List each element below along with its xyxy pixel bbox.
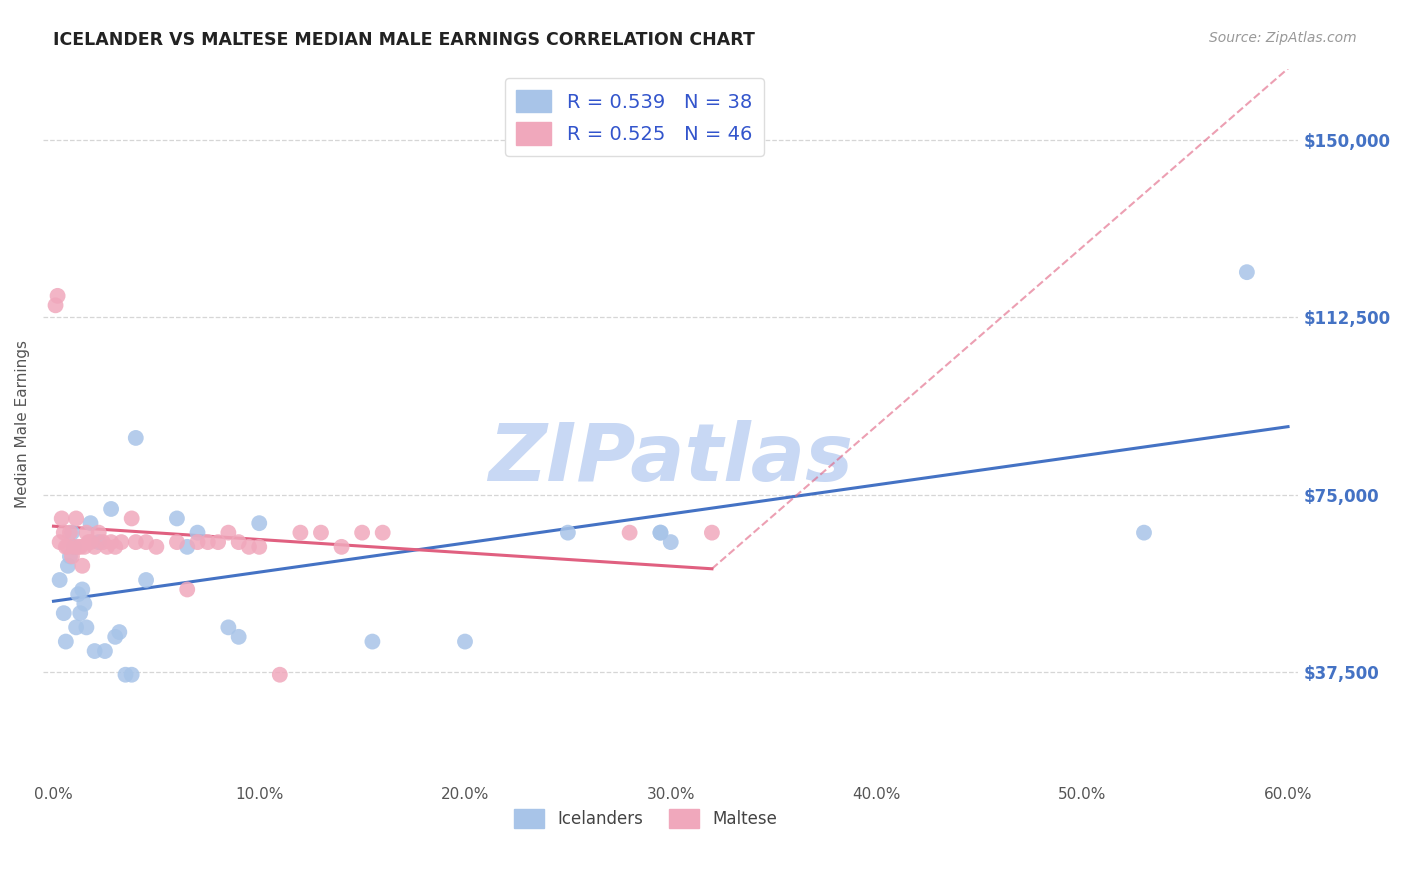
Point [1133, 525, 1156, 540]
Point [650, 525, 672, 540]
Point [371, 525, 394, 540]
Point [217, 620, 239, 634]
Point [60, 549, 83, 564]
Point [52, 606, 75, 620]
Point [56, 558, 79, 573]
Text: ZIPatlas: ZIPatlas [488, 420, 853, 499]
Point [63, 540, 86, 554]
Point [330, 540, 353, 554]
Point [96, 540, 118, 554]
Point [121, 511, 143, 525]
Point [87, 535, 110, 549]
Point [73, 540, 96, 554]
Point [361, 634, 384, 648]
Point [135, 573, 157, 587]
Point [207, 535, 229, 549]
Point [269, 667, 291, 681]
Point [79, 535, 101, 549]
Y-axis label: Median Male Earnings: Median Male Earnings [15, 340, 30, 508]
Point [65, 620, 87, 634]
Point [186, 525, 208, 540]
Point [186, 535, 208, 549]
Point [700, 525, 723, 540]
Point [59, 549, 82, 564]
Point [48, 573, 70, 587]
Point [59, 525, 82, 540]
Point [73, 597, 96, 611]
Point [100, 502, 122, 516]
Point [125, 535, 148, 549]
Point [135, 535, 157, 549]
Point [659, 535, 682, 549]
Point [72, 582, 94, 597]
Point [87, 525, 110, 540]
Point [110, 535, 132, 549]
Point [75, 525, 97, 540]
Text: ICELANDER VS MALTESE MEDIAN MALE EARNINGS CORRELATION CHART: ICELANDER VS MALTESE MEDIAN MALE EARNING… [53, 31, 755, 49]
Point [46, 289, 69, 303]
Point [67, 540, 90, 554]
Point [197, 535, 219, 549]
Point [63, 540, 86, 554]
Point [114, 667, 136, 681]
Point [55, 540, 77, 554]
Point [650, 525, 672, 540]
Point [228, 535, 250, 549]
Point [72, 558, 94, 573]
Point [166, 511, 188, 525]
Point [238, 540, 260, 554]
Point [104, 630, 127, 644]
Point [145, 540, 167, 554]
Point [247, 516, 270, 531]
Point [309, 525, 332, 540]
Point [83, 644, 105, 658]
Point [79, 516, 101, 531]
Point [108, 625, 131, 640]
Point [69, 540, 91, 554]
Point [121, 667, 143, 681]
Point [217, 525, 239, 540]
Point [125, 431, 148, 445]
Point [290, 525, 312, 540]
Point [454, 634, 477, 648]
Point [100, 535, 122, 549]
Point [45, 298, 67, 312]
Point [619, 525, 641, 540]
Point [352, 525, 374, 540]
Point [166, 535, 188, 549]
Legend: Icelanders, Maltese: Icelanders, Maltese [508, 802, 783, 835]
Point [247, 540, 270, 554]
Point [52, 525, 75, 540]
Point [48, 535, 70, 549]
Point [557, 525, 579, 540]
Point [51, 511, 73, 525]
Point [75, 620, 97, 634]
Point [55, 634, 77, 648]
Point [60, 525, 83, 540]
Point [65, 511, 87, 525]
Text: Source: ZipAtlas.com: Source: ZipAtlas.com [1209, 31, 1357, 45]
Point [83, 540, 105, 554]
Point [176, 540, 198, 554]
Point [77, 535, 100, 549]
Point [69, 606, 91, 620]
Point [104, 540, 127, 554]
Point [56, 540, 79, 554]
Point [1236, 265, 1258, 279]
Point [176, 582, 198, 597]
Point [94, 644, 117, 658]
Point [91, 535, 114, 549]
Point [67, 587, 90, 601]
Point [228, 630, 250, 644]
